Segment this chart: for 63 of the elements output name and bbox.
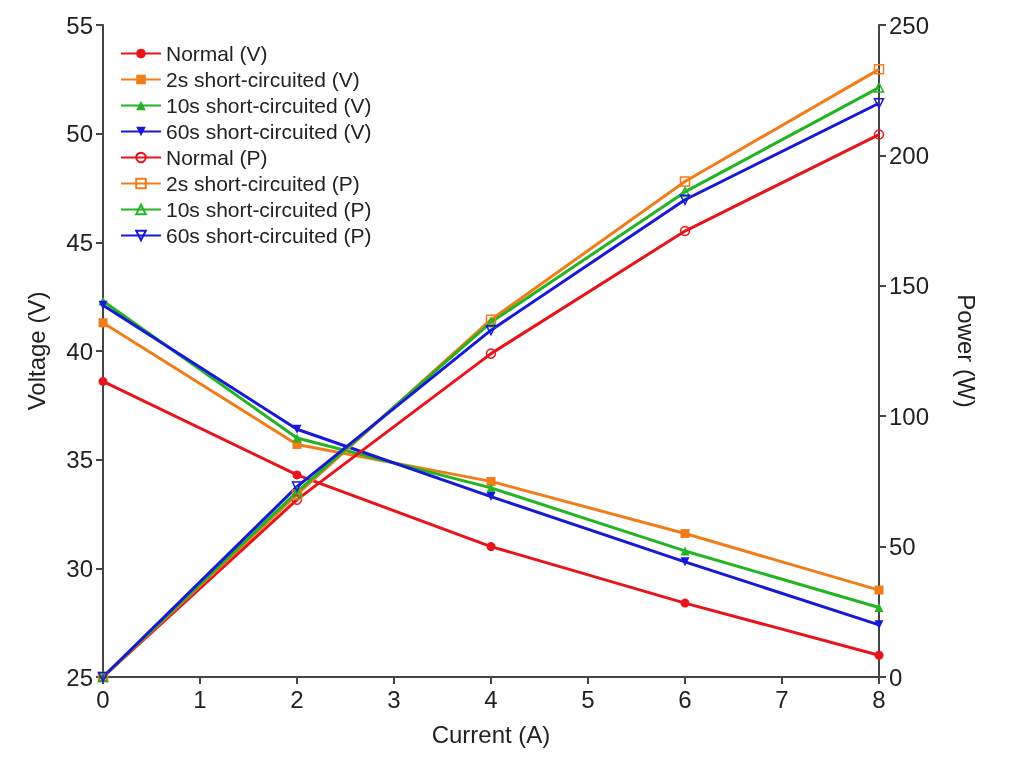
point [679, 176, 691, 187]
y-tick-label: 55 [66, 11, 93, 39]
legend-label: 2s short-circuited (V) [166, 68, 360, 91]
point [680, 598, 690, 608]
legend-label: Normal (V) [166, 42, 268, 65]
y-tick-label: 50 [66, 120, 93, 148]
point [486, 476, 496, 486]
x-tick-label: 4 [484, 685, 498, 713]
x-tick-label: 2 [290, 685, 304, 713]
x-tick-label: 6 [678, 685, 692, 713]
y-tick-label: 30 [66, 554, 93, 582]
point [98, 300, 108, 310]
point [873, 97, 885, 109]
y-tick-label: 40 [66, 337, 93, 365]
point [486, 483, 496, 493]
y-tick-label: 45 [66, 228, 93, 256]
x-axis-title: Current (A) [431, 720, 551, 748]
point [680, 557, 690, 567]
legend-label: 60s short-circuited (V) [166, 120, 372, 143]
point [873, 129, 885, 140]
x-tick-label: 8 [872, 685, 886, 713]
point [874, 620, 884, 630]
point [679, 186, 691, 198]
x-tick-label: 3 [387, 685, 401, 713]
point [485, 324, 497, 336]
y2-tick-label: 200 [889, 141, 930, 169]
y2-tick-label: 150 [889, 272, 930, 300]
point [291, 494, 303, 505]
y-tick-label: 35 [66, 446, 93, 474]
point [679, 225, 691, 237]
legend-label: 10s short-circuited (P) [166, 198, 372, 221]
point [874, 650, 884, 660]
x-tick-label: 5 [581, 685, 595, 713]
point [874, 602, 884, 612]
legend-label: 60s short-circuited (P) [166, 224, 372, 247]
point [679, 194, 691, 205]
point [486, 492, 496, 502]
point [98, 318, 108, 328]
point [292, 424, 302, 434]
x-tick-label: 0 [96, 685, 110, 713]
y2-tick-label: 50 [889, 533, 916, 561]
point [680, 529, 690, 539]
y2-tick-label: 0 [889, 663, 903, 691]
y2-axis-title: Power (W) [952, 294, 980, 408]
x-tick-label: 1 [193, 685, 207, 713]
point [873, 82, 885, 93]
point [291, 481, 303, 492]
y-axis-title: Voltage (V) [22, 291, 50, 411]
point [292, 470, 302, 480]
y2-tick-label: 100 [889, 402, 930, 430]
point [98, 376, 108, 386]
point [680, 546, 690, 556]
legend-label: Normal (P) [166, 146, 268, 169]
point [485, 348, 497, 359]
point [486, 542, 496, 552]
point [873, 64, 885, 75]
y2-tick-label: 250 [889, 11, 930, 39]
x-tick-label: 7 [775, 685, 789, 713]
point [874, 585, 884, 595]
point [292, 433, 302, 443]
y-tick-label: 25 [66, 663, 93, 691]
legend-label: 2s short-circuited (P) [166, 172, 360, 195]
legend-label: 10s short-circuited (V) [166, 94, 372, 117]
